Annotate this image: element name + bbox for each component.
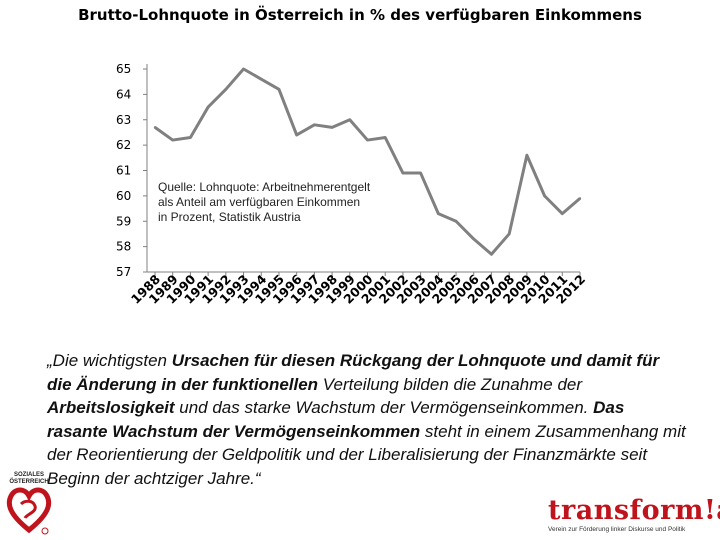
transform-at-logo: transform!at Verein zur Förderung linker… — [548, 495, 720, 539]
logo-subtitle: Verein zur Förderung linker Diskurse und… — [548, 526, 686, 533]
data-point — [348, 118, 351, 121]
logo-brand-text: transform!at — [548, 495, 720, 526]
data-point — [260, 77, 263, 81]
data-point — [189, 136, 192, 139]
quote-bold-3: Das rasante Wachstum der Vermögenseinkom… — [47, 398, 625, 441]
source-annotation: Quelle: Lohnquote: Arbeitnehmerentgeltal… — [158, 180, 371, 224]
annotation-line: Quelle: Lohnquote: Arbeitnehmerentgelt — [158, 180, 371, 194]
quote-part-4: steht in einem Zusammenhang mit der Reor… — [47, 421, 686, 488]
data-point — [419, 171, 422, 175]
annotation-line: in Prozent, Statistik Austria — [158, 210, 301, 224]
y-tick-label: 60 — [116, 189, 131, 203]
data-point — [525, 154, 529, 157]
data-point — [153, 126, 157, 129]
chart-title: Brutto-Lohnquote in Österreich in % des … — [78, 6, 642, 24]
y-tick-label: 59 — [116, 214, 131, 228]
chart-axes — [146, 64, 580, 273]
data-point — [543, 194, 546, 198]
data-point — [401, 171, 405, 175]
data-point — [242, 67, 245, 71]
annotation-line: als Anteil am verfügbaren Einkommen — [158, 195, 360, 209]
soziales-oesterreich-logo: SOZIALES ÖSTERREICH — [5, 470, 53, 536]
quote-part-2: Verteilung bilden die Zunahme der — [318, 374, 583, 394]
data-point — [578, 197, 582, 200]
data-point — [366, 138, 369, 142]
data-point — [313, 123, 316, 127]
y-tick-label: 64 — [116, 87, 131, 101]
series-lohnquote — [153, 67, 582, 256]
series-line — [154, 67, 581, 256]
data-point — [330, 126, 334, 129]
y-tick-label: 63 — [116, 113, 131, 127]
logo-left-text: SOZIALES ÖSTERREICH — [9, 472, 49, 485]
quote-part-3: und das starke Wachstum der Vermögensein… — [174, 398, 594, 417]
y-tick-label: 58 — [116, 240, 131, 254]
data-point — [171, 138, 174, 142]
quote-part-1: „Die wichtigsten — [47, 351, 172, 370]
y-axis-ticks: 57 58 59 60 61 62 63 64 65 — [116, 62, 147, 279]
quote-bold-2: Arbeitslosigkeit — [47, 398, 175, 417]
data-point — [507, 232, 511, 236]
data-point — [224, 88, 228, 91]
line-chart: 57 58 59 60 61 62 63 64 65 198819891990199119921… — [116, 62, 588, 307]
y-tick-label: 65 — [116, 62, 131, 76]
quote-text: „Die wichtigsten Ursachen für diesen Rüc… — [47, 349, 687, 490]
x-axis-ticks: 1988198919901991199219931994199519961997… — [128, 271, 588, 306]
data-point — [561, 212, 564, 215]
data-point — [454, 220, 458, 223]
data-point — [277, 88, 281, 91]
data-point — [384, 136, 387, 139]
heart-logo-icon — [6, 487, 52, 535]
data-point — [295, 133, 298, 137]
y-tick-label: 62 — [116, 138, 131, 152]
data-point — [490, 253, 493, 256]
y-tick-label: 61 — [116, 164, 131, 178]
data-point — [472, 237, 475, 241]
y-tick-label: 57 — [116, 265, 131, 279]
quote-bold-1: Ursachen für diesen Rückgang der Lohnquo… — [47, 351, 660, 394]
data-point — [437, 212, 440, 215]
data-point — [206, 105, 210, 109]
